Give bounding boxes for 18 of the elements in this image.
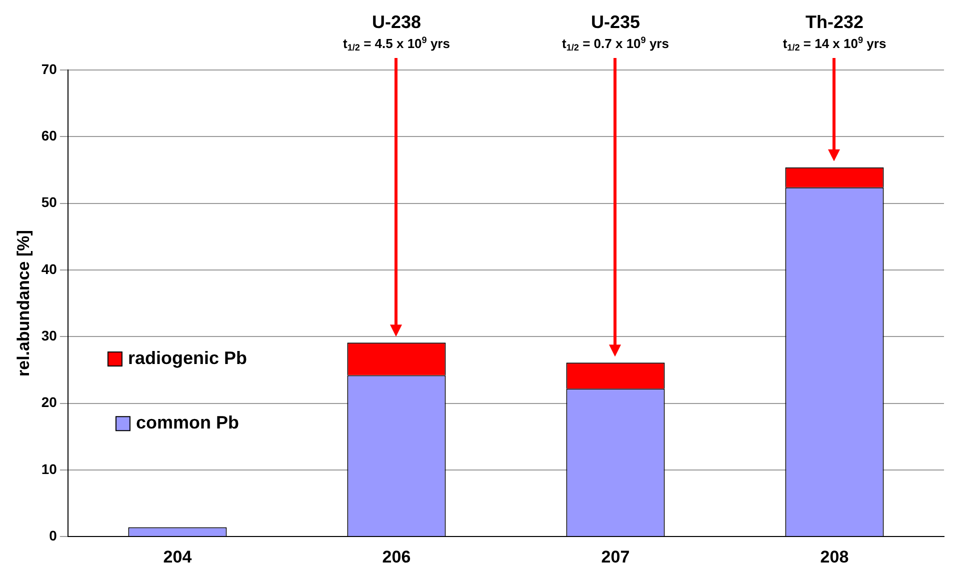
x-tick-label: 208 — [820, 547, 849, 566]
y-axis-title: rel.abundance [%] — [14, 230, 33, 377]
x-tick-label: 206 — [382, 547, 411, 566]
text: U-238 — [372, 12, 421, 32]
legend-label: radiogenic Pb — [128, 348, 247, 368]
y-tick-label: 60 — [41, 128, 58, 144]
x-tick-label: 204 — [163, 547, 192, 566]
y-tick-label: 20 — [41, 394, 58, 410]
y-tick-label: 50 — [41, 194, 58, 210]
y-tick-label: 70 — [41, 60, 58, 77]
y-tick-label: 0 — [49, 527, 58, 544]
x-tick-label: 207 — [601, 547, 630, 566]
y-tick-label: 30 — [41, 327, 58, 344]
y-tick-label: 10 — [41, 460, 58, 477]
legend-label: common Pb — [136, 412, 239, 433]
y-tick-label: 40 — [41, 260, 58, 277]
text: U-235 — [590, 12, 640, 32]
text: Th-232 — [805, 12, 864, 32]
